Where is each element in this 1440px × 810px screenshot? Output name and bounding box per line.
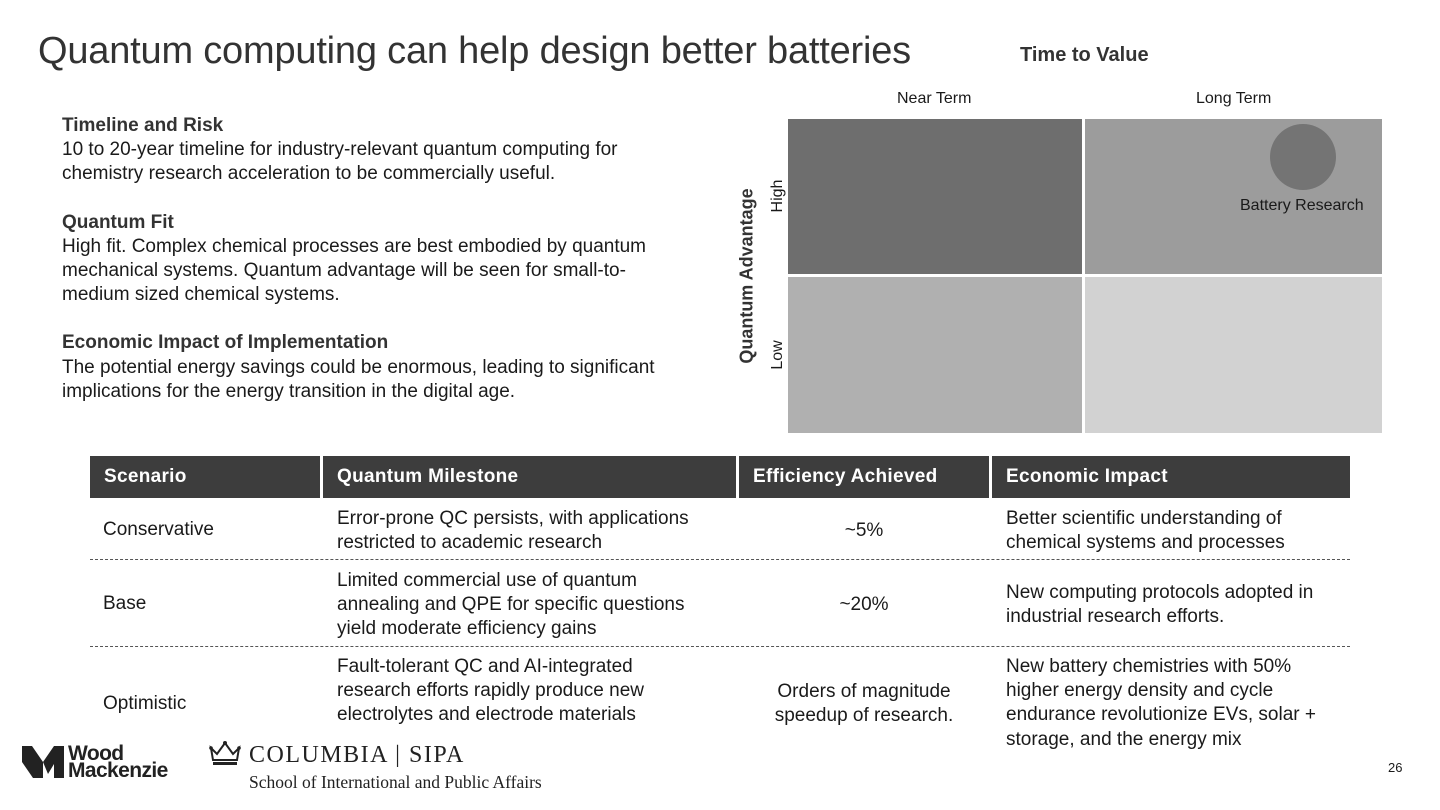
- matrix-row-high: High: [769, 179, 786, 213]
- row-divider: [90, 646, 1350, 647]
- text-line: ~5%: [844, 520, 884, 541]
- wood-mackenzie-logo: Wood Mackenzie: [22, 742, 168, 782]
- text-line: annealing and QPE for specific questions: [337, 594, 685, 616]
- row-base-milestone: Limited commercial use of quantum anneal…: [337, 569, 685, 642]
- battery-research-marker: [1270, 124, 1336, 190]
- text-line: chemical systems and processes: [1006, 532, 1285, 554]
- row-base-scenario: Base: [103, 593, 147, 614]
- text-line: storage, and the energy mix: [1006, 728, 1242, 750]
- quadrant-low-near-term: [788, 277, 1082, 433]
- wordmark-line: Wood: [68, 742, 124, 765]
- text-line: Error-prone QC persists, with applicatio…: [337, 508, 689, 529]
- row-optimistic-impact: New battery chemistries with 50% higher …: [1006, 655, 1316, 752]
- columbia-sipa-name: COLUMBIA | SIPA: [249, 742, 465, 768]
- table-header-impact: Economic Impact: [992, 456, 1350, 498]
- summary-sections: Timeline and Risk 10 to 20-year timeline…: [62, 114, 662, 428]
- text-line: higher energy density and cycle: [1006, 680, 1274, 702]
- matrix-column-long-term: Long Term: [1196, 90, 1272, 107]
- section-heading: Quantum Fit: [62, 211, 174, 233]
- table-header-milestone: Quantum Milestone: [323, 456, 736, 498]
- row-optimistic-scenario: Optimistic: [103, 693, 187, 714]
- section-heading: Timeline and Risk: [62, 115, 224, 136]
- text-line: Orders of magnitude: [777, 681, 951, 702]
- text-line: research efforts rapidly produce new: [337, 680, 644, 702]
- text-line: restricted to academic research: [337, 532, 603, 554]
- row-base-efficiency: ~20%: [739, 593, 989, 617]
- text-line: electrolytes and electrode materials: [337, 704, 636, 726]
- wood-mackenzie-mark-icon: [22, 746, 64, 778]
- text-line: Better scientific understanding of: [1006, 508, 1282, 529]
- section-body: 10 to 20-year timeline for industry-rele…: [62, 139, 618, 185]
- matrix-x-axis-title: Time to Value: [1020, 44, 1149, 66]
- matrix-row-low: Low: [769, 340, 786, 370]
- quadrant-low-long-term: [1085, 277, 1382, 433]
- page-number: 26: [1388, 760, 1403, 775]
- table-header-scenario: Scenario: [90, 456, 320, 498]
- row-conservative-scenario: Conservative: [103, 519, 214, 540]
- columbia-sipa-subtitle: School of International and Public Affai…: [249, 772, 542, 792]
- row-conservative-milestone: Error-prone QC persists, with applicatio…: [337, 507, 689, 555]
- section-body: The potential energy savings could be en…: [62, 356, 655, 402]
- text-line: ~20%: [839, 594, 889, 615]
- section-economic-impact: Economic Impact of Implementation The po…: [62, 331, 662, 404]
- wordmark-line: Mackenzie: [68, 759, 168, 782]
- matrix-column-near-term: Near Term: [897, 90, 972, 107]
- text-line: yield moderate efficiency gains: [337, 618, 597, 640]
- section-quantum-fit: Quantum Fit High fit. Complex chemical p…: [62, 211, 662, 308]
- row-divider: [90, 559, 1350, 560]
- row-optimistic-efficiency: Orders of magnitude speedup of research.: [739, 680, 989, 728]
- slide-title: Quantum computing can help design better…: [38, 30, 911, 72]
- row-conservative-efficiency: ~5%: [739, 519, 989, 543]
- section-timeline-risk: Timeline and Risk 10 to 20-year timeline…: [62, 114, 662, 187]
- matrix-y-axis-title: Quantum Advantage: [736, 188, 757, 364]
- text-line: New computing protocols adopted in: [1006, 582, 1314, 603]
- row-conservative-impact: Better scientific understanding of chemi…: [1006, 507, 1285, 555]
- text-line: speedup of research.: [774, 705, 954, 727]
- section-heading: Economic Impact of Implementation: [62, 332, 389, 354]
- text-line: industrial research efforts.: [1006, 606, 1225, 628]
- table-header-efficiency: Efficiency Achieved: [739, 456, 989, 498]
- text-line: Fault-tolerant QC and AI-integrated: [337, 656, 633, 677]
- text-line: endurance revolutionize EVs, solar +: [1006, 704, 1316, 726]
- crown-icon: [209, 741, 241, 765]
- text-line: Limited commercial use of quantum: [337, 570, 637, 591]
- text-line: New battery chemistries with 50%: [1006, 656, 1292, 677]
- section-body: High fit. Complex chemical processes are…: [62, 235, 647, 306]
- row-optimistic-milestone: Fault-tolerant QC and AI-integrated rese…: [337, 655, 644, 728]
- wood-mackenzie-wordmark: Wood Mackenzie: [68, 742, 168, 782]
- row-base-impact: New computing protocols adopted in indus…: [1006, 581, 1313, 629]
- battery-research-label: Battery Research: [1240, 197, 1364, 214]
- quadrant-high-near-term: [788, 119, 1082, 274]
